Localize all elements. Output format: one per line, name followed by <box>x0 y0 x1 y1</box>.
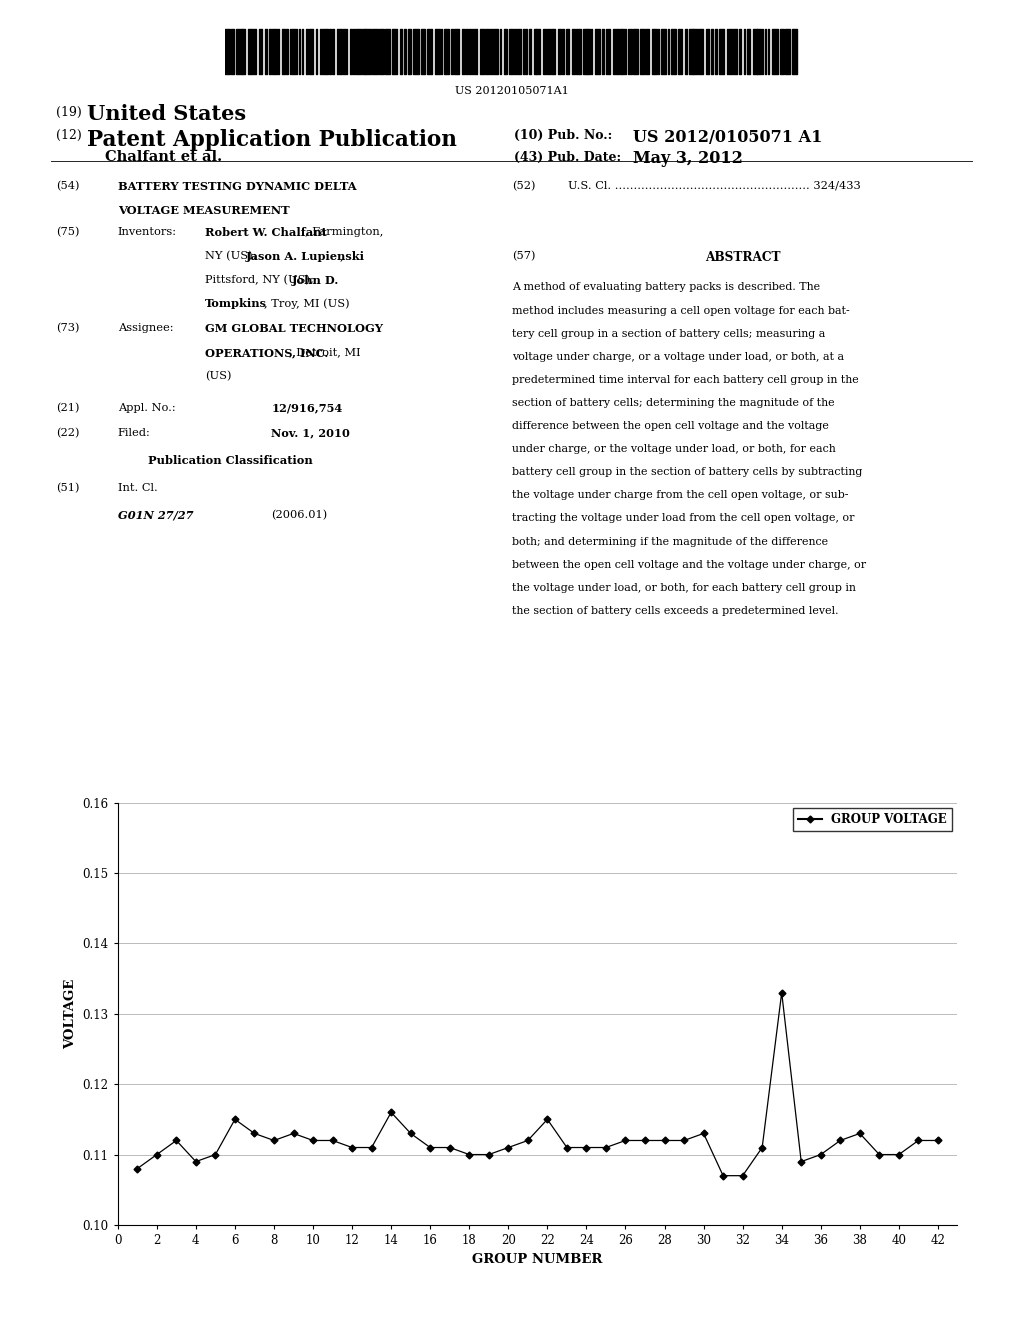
Text: ABSTRACT: ABSTRACT <box>705 251 780 264</box>
Text: Patent Application Publication: Patent Application Publication <box>87 129 457 152</box>
Text: between the open cell voltage and the voltage under charge, or: between the open cell voltage and the vo… <box>512 560 866 570</box>
Legend: GROUP VOLTAGE: GROUP VOLTAGE <box>794 808 951 830</box>
Text: (22): (22) <box>56 428 80 438</box>
Text: Pittsford, NY (US);: Pittsford, NY (US); <box>205 275 317 285</box>
Text: , Farmington,: , Farmington, <box>305 227 384 238</box>
Text: (52): (52) <box>512 181 536 191</box>
Text: predetermined time interval for each battery cell group in the: predetermined time interval for each bat… <box>512 375 859 385</box>
Text: ,: , <box>340 251 344 261</box>
Text: battery cell group in the section of battery cells by subtracting: battery cell group in the section of bat… <box>512 467 862 478</box>
Text: (51): (51) <box>56 483 80 494</box>
Text: VOLTAGE MEASUREMENT: VOLTAGE MEASUREMENT <box>118 205 290 215</box>
Text: method includes measuring a cell open voltage for each bat-: method includes measuring a cell open vo… <box>512 305 850 315</box>
Text: U.S. Cl. .................................................... 324/433: U.S. Cl. ...............................… <box>568 181 861 191</box>
Text: the section of battery cells exceeds a predetermined level.: the section of battery cells exceeds a p… <box>512 606 839 616</box>
Text: OPERATIONS, INC.: OPERATIONS, INC. <box>205 347 328 358</box>
Text: both; and determining if the magnitude of the difference: both; and determining if the magnitude o… <box>512 536 828 546</box>
Text: , Detroit, MI: , Detroit, MI <box>289 347 360 358</box>
Text: US 20120105071A1: US 20120105071A1 <box>455 86 569 96</box>
Text: difference between the open cell voltage and the voltage: difference between the open cell voltage… <box>512 421 828 432</box>
Text: the voltage under load, or both, for each battery cell group in: the voltage under load, or both, for eac… <box>512 583 856 593</box>
Text: John D.: John D. <box>292 275 339 285</box>
Text: (57): (57) <box>512 251 536 261</box>
Text: Inventors:: Inventors: <box>118 227 177 238</box>
Y-axis label: VOLTAGE: VOLTAGE <box>65 978 77 1049</box>
Text: G01N 27/27: G01N 27/27 <box>118 510 194 520</box>
Text: Robert W. Chalfant: Robert W. Chalfant <box>205 227 327 238</box>
Text: Tompkins: Tompkins <box>205 298 267 309</box>
Text: (19): (19) <box>56 106 82 119</box>
Text: A method of evaluating battery packs is described. The: A method of evaluating battery packs is … <box>512 282 820 293</box>
Text: United States: United States <box>87 104 246 124</box>
Text: Filed:: Filed: <box>118 428 151 438</box>
Text: (12): (12) <box>56 129 82 143</box>
Text: 12/916,754: 12/916,754 <box>271 403 343 413</box>
Text: tery cell group in a section of battery cells; measuring a: tery cell group in a section of battery … <box>512 329 825 339</box>
Text: tracting the voltage under load from the cell open voltage, or: tracting the voltage under load from the… <box>512 513 854 524</box>
Text: (75): (75) <box>56 227 80 238</box>
Text: NY (US);: NY (US); <box>205 251 260 261</box>
Text: US 2012/0105071 A1: US 2012/0105071 A1 <box>633 129 822 147</box>
Text: (73): (73) <box>56 323 80 334</box>
Text: , Troy, MI (US): , Troy, MI (US) <box>264 298 350 309</box>
Text: GM GLOBAL TECHNOLOGY: GM GLOBAL TECHNOLOGY <box>205 323 383 334</box>
Text: (2006.01): (2006.01) <box>271 510 328 520</box>
Text: (21): (21) <box>56 403 80 413</box>
Text: Appl. No.:: Appl. No.: <box>118 403 175 413</box>
Text: (US): (US) <box>205 371 231 381</box>
Text: section of battery cells; determining the magnitude of the: section of battery cells; determining th… <box>512 399 835 408</box>
Text: the voltage under charge from the cell open voltage, or sub-: the voltage under charge from the cell o… <box>512 490 849 500</box>
Text: BATTERY TESTING DYNAMIC DELTA: BATTERY TESTING DYNAMIC DELTA <box>118 181 356 191</box>
Text: voltage under charge, or a voltage under load, or both, at a: voltage under charge, or a voltage under… <box>512 351 844 362</box>
Text: Assignee:: Assignee: <box>118 323 173 334</box>
X-axis label: GROUP NUMBER: GROUP NUMBER <box>472 1253 603 1266</box>
Text: (43) Pub. Date:: (43) Pub. Date: <box>514 150 622 164</box>
Text: Jason A. Lupienski: Jason A. Lupienski <box>246 251 365 261</box>
Text: Nov. 1, 2010: Nov. 1, 2010 <box>271 428 350 438</box>
Text: Int. Cl.: Int. Cl. <box>118 483 158 494</box>
Text: Chalfant et al.: Chalfant et al. <box>105 150 222 165</box>
Text: (54): (54) <box>56 181 80 191</box>
Text: Publication Classification: Publication Classification <box>148 455 312 466</box>
Text: May 3, 2012: May 3, 2012 <box>633 150 742 168</box>
Text: under charge, or the voltage under load, or both, for each: under charge, or the voltage under load,… <box>512 444 836 454</box>
Text: (10) Pub. No.:: (10) Pub. No.: <box>514 129 612 143</box>
